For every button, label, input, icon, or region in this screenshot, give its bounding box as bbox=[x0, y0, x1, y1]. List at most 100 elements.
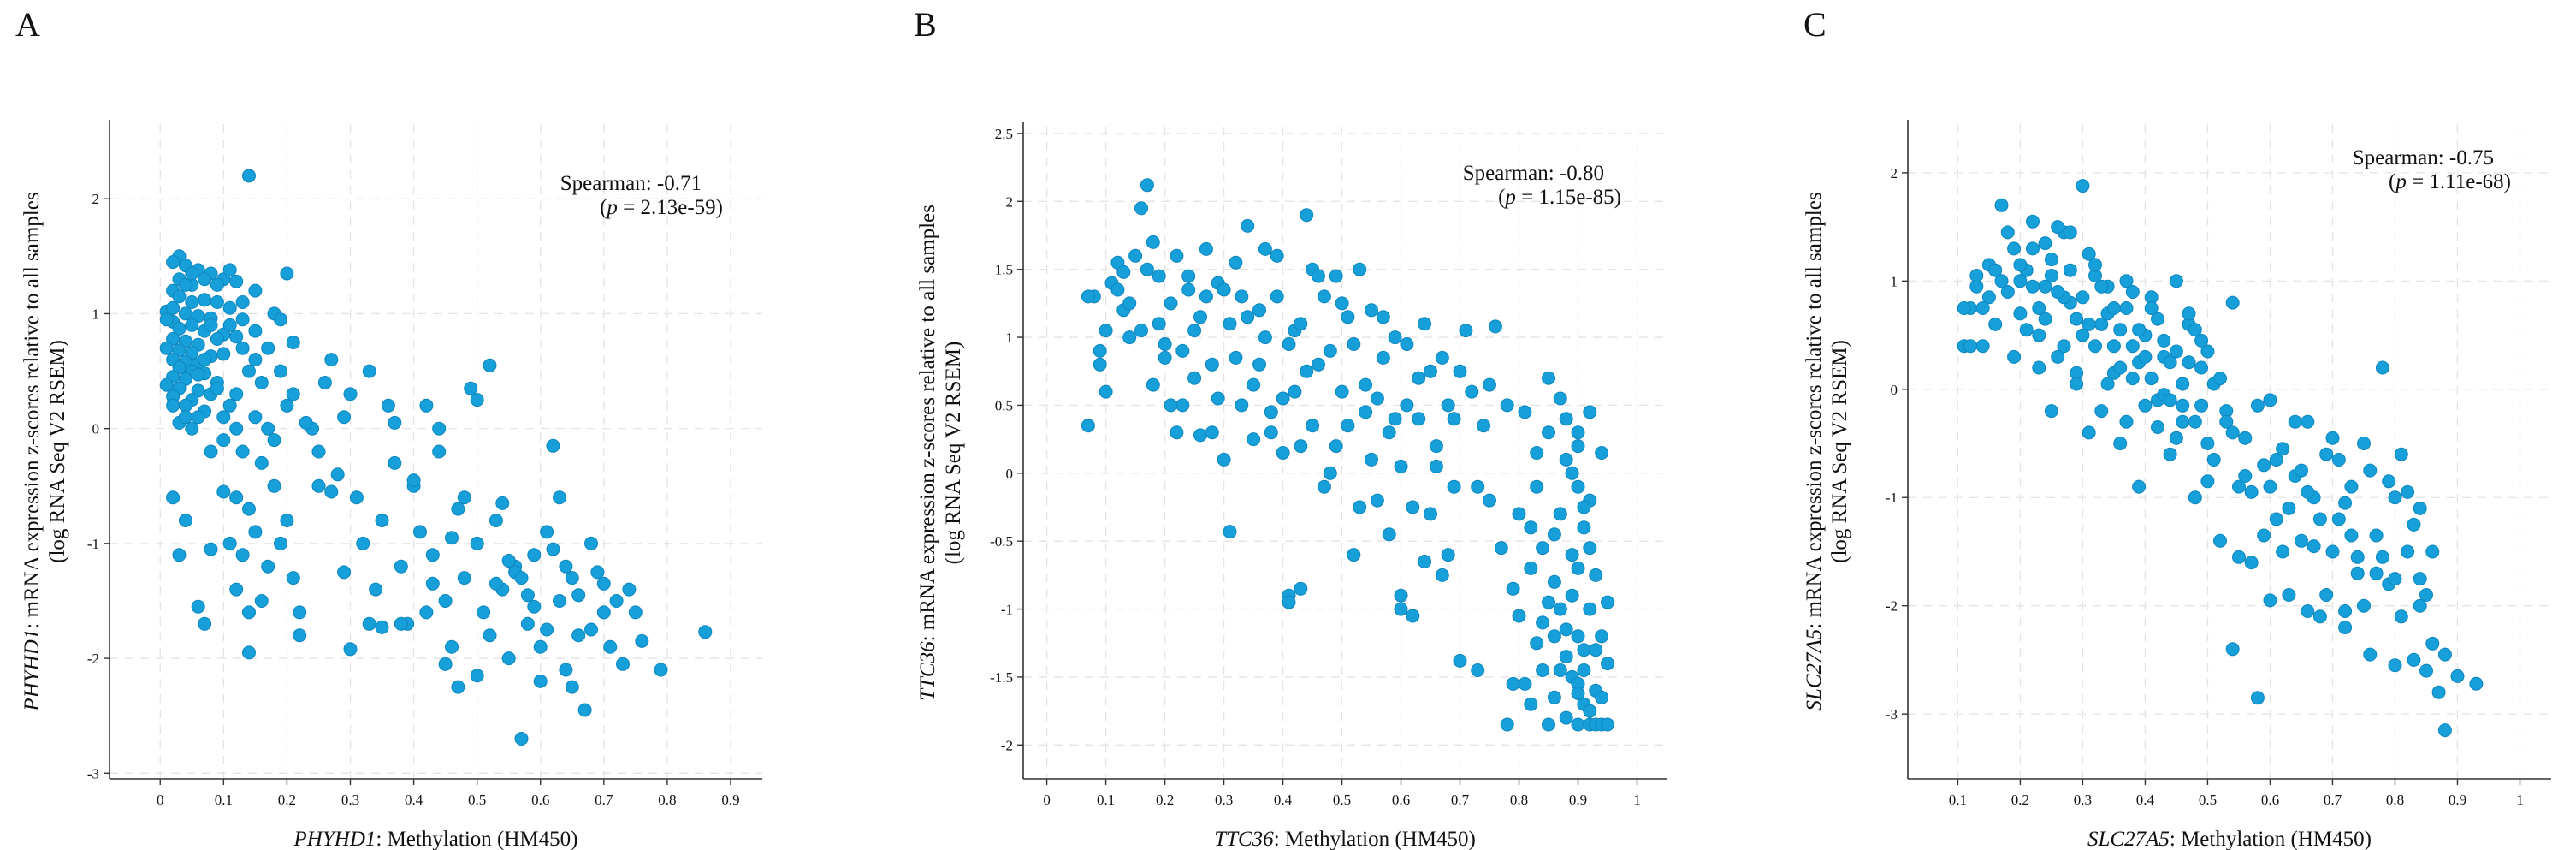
data-point bbox=[1542, 717, 1555, 732]
data-point bbox=[2369, 528, 2384, 543]
data-point bbox=[1512, 609, 1526, 623]
data-point bbox=[2038, 312, 2052, 326]
data-point bbox=[2301, 604, 2315, 618]
data-point bbox=[1471, 663, 1485, 677]
data-point bbox=[1323, 343, 1337, 358]
data-point bbox=[1559, 622, 1573, 637]
data-point bbox=[2088, 258, 2102, 272]
data-point bbox=[1376, 350, 1390, 365]
data-point bbox=[2088, 339, 2102, 354]
data-point bbox=[1306, 419, 1320, 433]
data-point bbox=[1524, 520, 1538, 535]
data-point bbox=[191, 599, 205, 614]
data-point bbox=[1524, 561, 1538, 575]
data-point bbox=[1312, 357, 1325, 372]
data-point bbox=[210, 277, 224, 292]
data-point bbox=[2263, 593, 2277, 608]
data-point bbox=[413, 525, 427, 539]
data-point bbox=[254, 594, 269, 608]
y-tick-label: -2 bbox=[1886, 598, 1898, 615]
data-point bbox=[311, 478, 326, 493]
data-point bbox=[1365, 452, 1378, 467]
data-point bbox=[2413, 572, 2427, 586]
data-point bbox=[2044, 404, 2058, 419]
data-point bbox=[267, 478, 281, 493]
data-point bbox=[2051, 220, 2065, 235]
data-point bbox=[1294, 317, 1308, 331]
data-point bbox=[1483, 377, 1496, 392]
data-point bbox=[477, 605, 491, 620]
y-tick-label: 0 bbox=[1891, 382, 1898, 398]
data-point bbox=[2301, 484, 2315, 499]
data-point bbox=[362, 616, 376, 631]
data-point bbox=[1211, 391, 1225, 406]
data-point bbox=[185, 266, 199, 281]
data-point bbox=[1536, 615, 1550, 630]
data-point bbox=[274, 364, 287, 378]
p-symbol: p bbox=[605, 196, 618, 219]
data-point bbox=[2082, 247, 2096, 261]
data-point bbox=[1229, 350, 1243, 365]
x-axis-label-suffix: : Methylation (HM450) bbox=[376, 828, 577, 850]
data-point bbox=[1164, 296, 1178, 311]
data-point bbox=[533, 639, 548, 654]
x-tick-label: 0.7 bbox=[2324, 792, 2342, 808]
data-point bbox=[1518, 405, 1532, 419]
data-point bbox=[2119, 274, 2134, 288]
data-point bbox=[172, 289, 187, 304]
y-tick-label: -2 bbox=[1001, 737, 1013, 753]
panel-label: A bbox=[15, 5, 40, 44]
data-point bbox=[1317, 479, 1331, 494]
data-point bbox=[1110, 282, 1125, 297]
data-point bbox=[324, 484, 339, 499]
data-point bbox=[1359, 377, 1373, 392]
data-point bbox=[280, 514, 294, 527]
data-point bbox=[191, 410, 205, 425]
data-point bbox=[1099, 324, 1113, 338]
data-point bbox=[1193, 428, 1207, 443]
data-point bbox=[178, 410, 192, 425]
data-point bbox=[1412, 412, 1426, 426]
data-point bbox=[1241, 310, 1255, 324]
data-point bbox=[1093, 357, 1107, 372]
data-point bbox=[1553, 507, 1567, 521]
data-point bbox=[2238, 431, 2253, 445]
data-point bbox=[248, 525, 263, 539]
p-paren: ( bbox=[600, 196, 607, 219]
data-point bbox=[1559, 710, 1573, 725]
data-point bbox=[1264, 425, 1278, 440]
y-tick-label: 2 bbox=[92, 191, 100, 207]
data-point bbox=[1276, 391, 1290, 406]
data-point bbox=[1223, 525, 1237, 539]
data-point bbox=[1553, 602, 1567, 616]
y-tick-label: -2 bbox=[87, 651, 99, 667]
data-point bbox=[2000, 285, 2015, 299]
y-axis-label-line2: (log RNA Seq V2 RSEM) bbox=[1828, 340, 1851, 563]
data-point bbox=[1547, 574, 1561, 589]
data-point bbox=[2070, 377, 2084, 391]
data-point bbox=[553, 490, 566, 505]
data-point bbox=[616, 657, 630, 671]
data-point bbox=[330, 467, 345, 482]
data-point bbox=[2344, 528, 2359, 543]
x-tick-label: 0.1 bbox=[1097, 792, 1115, 808]
data-point bbox=[1282, 595, 1296, 609]
data-point bbox=[2388, 658, 2402, 673]
data-point bbox=[425, 576, 440, 591]
data-point bbox=[172, 548, 187, 562]
x-tick-label: 0 bbox=[1043, 792, 1051, 808]
data-point bbox=[2425, 636, 2440, 651]
data-point bbox=[584, 622, 598, 637]
data-point bbox=[210, 381, 224, 395]
data-point bbox=[1429, 459, 1443, 473]
data-point bbox=[2200, 344, 2215, 359]
p-paren: ( bbox=[2389, 170, 2395, 193]
data-point bbox=[2344, 479, 2359, 494]
data-point bbox=[1140, 178, 1154, 193]
data-point bbox=[1424, 364, 1437, 378]
data-point bbox=[451, 502, 465, 516]
data-point bbox=[590, 565, 605, 580]
data-point bbox=[2038, 236, 2052, 251]
data-point bbox=[2151, 312, 2164, 326]
data-point bbox=[1524, 697, 1538, 711]
